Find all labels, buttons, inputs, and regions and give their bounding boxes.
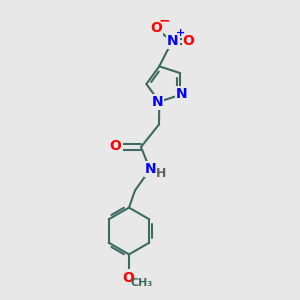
Text: CH₃: CH₃ [130,278,153,289]
Text: O: O [183,34,195,48]
Text: N: N [145,162,156,176]
Text: O: O [110,140,122,153]
Text: N: N [176,87,188,101]
Text: H: H [156,167,167,180]
Text: N: N [152,95,163,109]
Text: O: O [150,21,162,35]
Text: N: N [167,34,179,47]
Text: +: + [176,28,185,38]
Text: O: O [122,271,134,284]
Text: −: − [158,13,170,27]
